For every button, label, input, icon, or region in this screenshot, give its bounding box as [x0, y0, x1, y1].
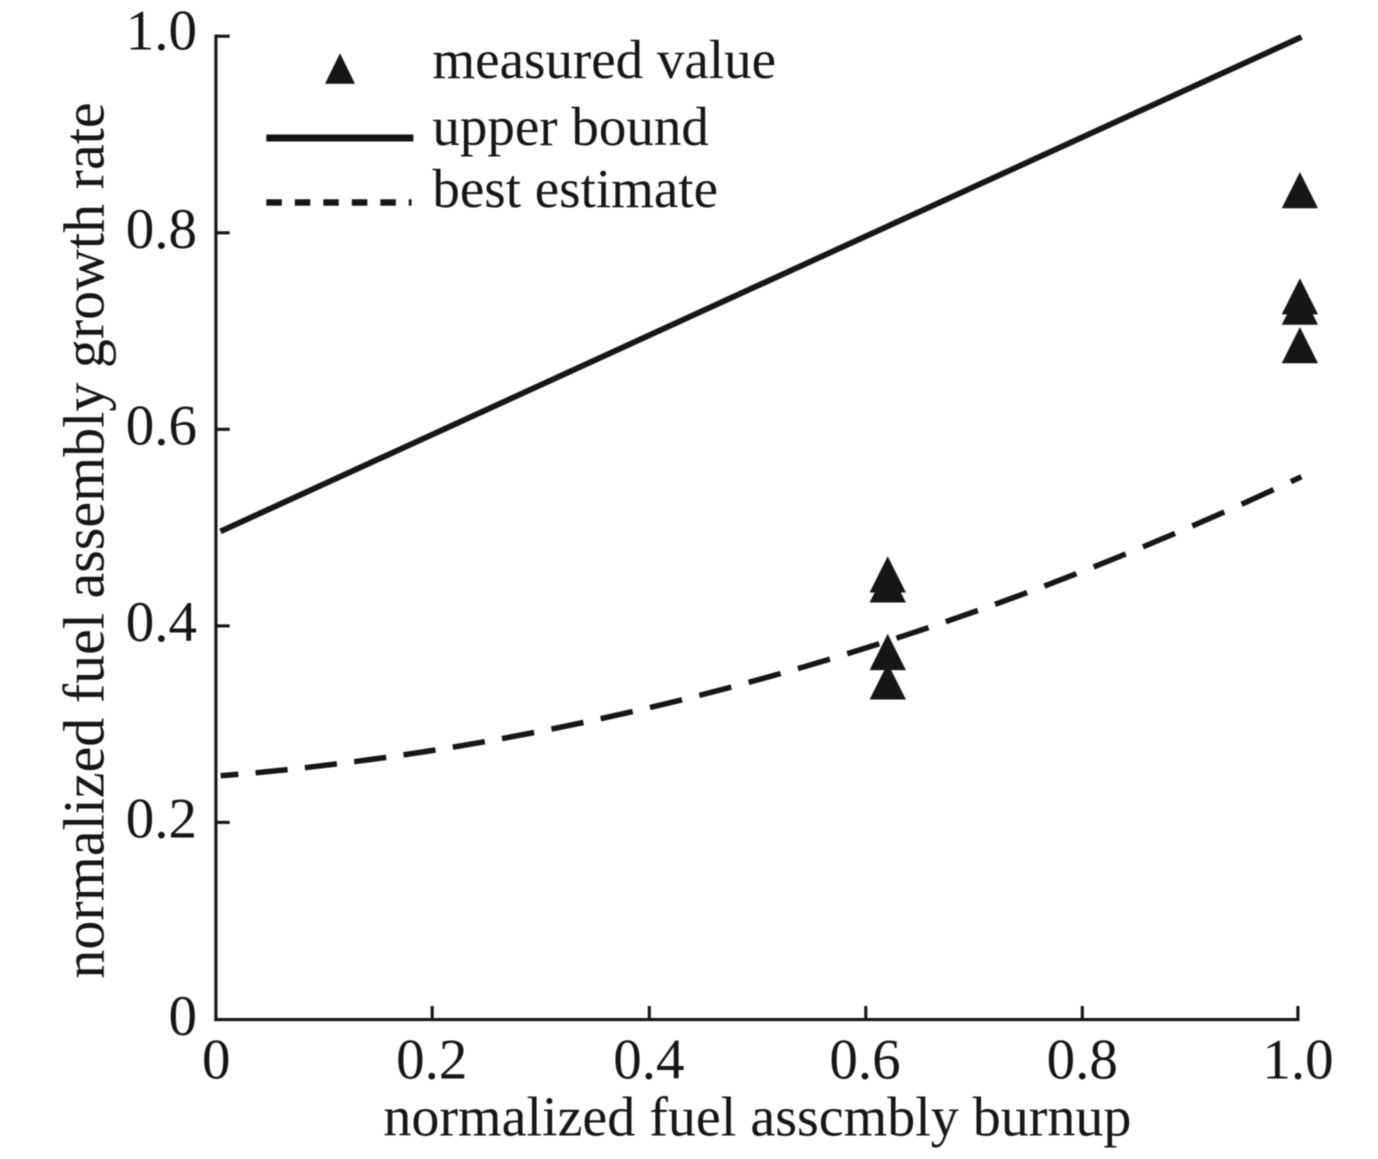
svg-text:0.8: 0.8: [1047, 1029, 1118, 1092]
svg-text:0: 0: [202, 1029, 231, 1092]
svg-text:0.6: 0.6: [126, 395, 197, 458]
svg-text:0.6: 0.6: [829, 1029, 900, 1092]
svg-text:0.4: 0.4: [126, 591, 197, 654]
svg-text:1.0: 1.0: [1262, 1029, 1333, 1092]
svg-text:best estimate: best estimate: [432, 158, 718, 219]
svg-text:0.2: 0.2: [126, 788, 197, 851]
svg-text:0: 0: [169, 985, 198, 1048]
svg-text:1.0: 1.0: [126, 0, 197, 63]
svg-text:normalized fuel assembly growt: normalized fuel assembly growth rate: [52, 102, 117, 978]
svg-text:upper bound: upper bound: [432, 96, 708, 157]
svg-text:0.2: 0.2: [396, 1029, 467, 1092]
svg-text:measured value: measured value: [432, 29, 776, 90]
svg-text:0.8: 0.8: [126, 198, 197, 261]
svg-text:0.4: 0.4: [613, 1029, 684, 1092]
svg-text:normalized fuel asscmbly burnu: normalized fuel asscmbly burnup: [383, 1087, 1131, 1149]
